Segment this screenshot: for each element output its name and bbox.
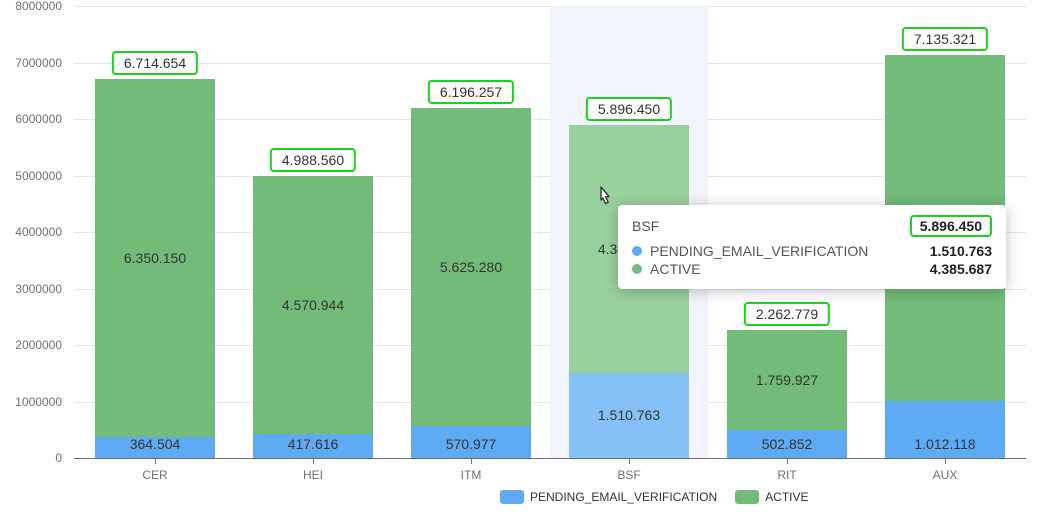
- bar-segment-pending_email_verification[interactable]: 1.012.118: [885, 401, 1005, 458]
- bar-segment-active[interactable]: 5.625.280: [411, 108, 531, 426]
- legend-item[interactable]: PENDING_EMAIL_VERIFICATION: [500, 490, 717, 504]
- tooltip-series-name: PENDING_EMAIL_VERIFICATION: [650, 243, 908, 259]
- y-axis-tick-label: 8000000: [0, 0, 62, 13]
- tooltip-series-dot: [632, 246, 642, 256]
- x-axis-tick-label: ITM: [461, 468, 482, 482]
- tooltip-series-value: 1.510.763: [930, 243, 992, 259]
- bar-segment-pending_email_verification[interactable]: 502.852: [727, 430, 847, 458]
- bar-total-label: 7.135.321: [902, 27, 988, 51]
- bar-total-label: 6.714.654: [112, 51, 198, 75]
- bar-segment-active[interactable]: 1.759.927: [727, 330, 847, 429]
- legend-item[interactable]: ACTIVE: [735, 490, 808, 504]
- x-axis-tick-label: RIT: [777, 468, 796, 482]
- bar[interactable]: 570.977 5.625.280: [411, 108, 531, 458]
- bar-segment-value-label: 364.504: [130, 436, 181, 452]
- legend-swatch: [735, 490, 759, 504]
- bar-total-label: 5.896.450: [586, 97, 672, 121]
- stacked-bar-chart[interactable]: 0 1000000 2000000 3000000 4000000 5000000 6000…: [0, 0, 1038, 520]
- bar-segment-value-label: 5.625.280: [440, 259, 502, 275]
- tooltip-total: 5.896.450: [910, 215, 992, 237]
- tooltip: BSF 5.896.450 PENDING_EMAIL_VERIFICATION…: [618, 205, 1006, 289]
- bar-segment-value-label: 502.852: [762, 436, 813, 452]
- bar[interactable]: 364.504 6.350.150: [95, 79, 215, 458]
- tooltip-series-value: 4.385.687: [930, 261, 992, 277]
- tooltip-category: BSF: [632, 218, 659, 234]
- bar[interactable]: 502.852 1.759.927: [727, 330, 847, 458]
- x-axis-tick-label: HEI: [303, 468, 323, 482]
- y-axis-tick-label: 6000000: [0, 112, 62, 126]
- x-axis-tick-label: AUX: [933, 468, 958, 482]
- bar-segment-value-label: 1.510.763: [598, 407, 660, 423]
- bar-segment-active[interactable]: 4.570.944: [253, 176, 373, 434]
- y-axis-tick-label: 7000000: [0, 56, 62, 70]
- bar-segment-value-label: 1.759.927: [756, 372, 818, 388]
- bar-total-label: 4.988.560: [270, 148, 356, 172]
- x-axis-line: [74, 458, 1026, 459]
- bar-total-label: 2.262.779: [744, 302, 830, 326]
- legend-label: ACTIVE: [765, 490, 808, 504]
- y-axis-tick-label: 3000000: [0, 282, 62, 296]
- y-axis-tick-label: 0: [0, 451, 62, 465]
- tooltip-series-name: ACTIVE: [650, 261, 908, 277]
- y-axis-tick-label: 4000000: [0, 225, 62, 239]
- y-axis-tick-label: 1000000: [0, 395, 62, 409]
- bar-segment-value-label: 417.616: [288, 436, 339, 452]
- bar-segment-value-label: 1.012.118: [914, 436, 975, 452]
- tooltip-series-dot: [632, 264, 642, 274]
- bar-segment-pending_email_verification[interactable]: 1.510.763: [569, 373, 689, 458]
- bar[interactable]: 1.510.7634.385.687: [569, 125, 689, 458]
- bar-total-label: 6.196.257: [428, 80, 514, 104]
- legend: PENDING_EMAIL_VERIFICATION ACTIVE: [500, 490, 809, 504]
- tooltip-row: PENDING_EMAIL_VERIFICATION 1.510.763: [632, 243, 992, 259]
- x-axis-tick-label: CER: [142, 468, 167, 482]
- y-axis-tick-label: 2000000: [0, 338, 62, 352]
- tooltip-row: ACTIVE 4.385.687: [632, 261, 992, 277]
- bar-segment-pending_email_verification[interactable]: 417.616: [253, 434, 373, 458]
- bar[interactable]: 417.616 4.570.944: [253, 176, 373, 458]
- bar-segment-value-label: 6.350.150: [124, 250, 186, 266]
- bar-segment-value-label: 570.977: [446, 436, 497, 452]
- bar-segment-pending_email_verification[interactable]: 570.977: [411, 426, 531, 458]
- x-axis-tick-label: BSF: [617, 468, 640, 482]
- legend-label: PENDING_EMAIL_VERIFICATION: [530, 490, 717, 504]
- legend-swatch: [500, 490, 524, 504]
- bar-segment-value-label: 4.570.944: [282, 297, 344, 313]
- bar-segment-pending_email_verification[interactable]: 364.504: [95, 437, 215, 458]
- bar-segment-active[interactable]: 6.350.150: [95, 79, 215, 438]
- y-axis-tick-label: 5000000: [0, 169, 62, 183]
